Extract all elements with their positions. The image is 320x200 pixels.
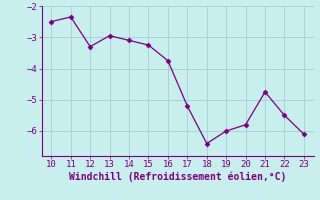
X-axis label: Windchill (Refroidissement éolien,°C): Windchill (Refroidissement éolien,°C) <box>69 172 286 182</box>
